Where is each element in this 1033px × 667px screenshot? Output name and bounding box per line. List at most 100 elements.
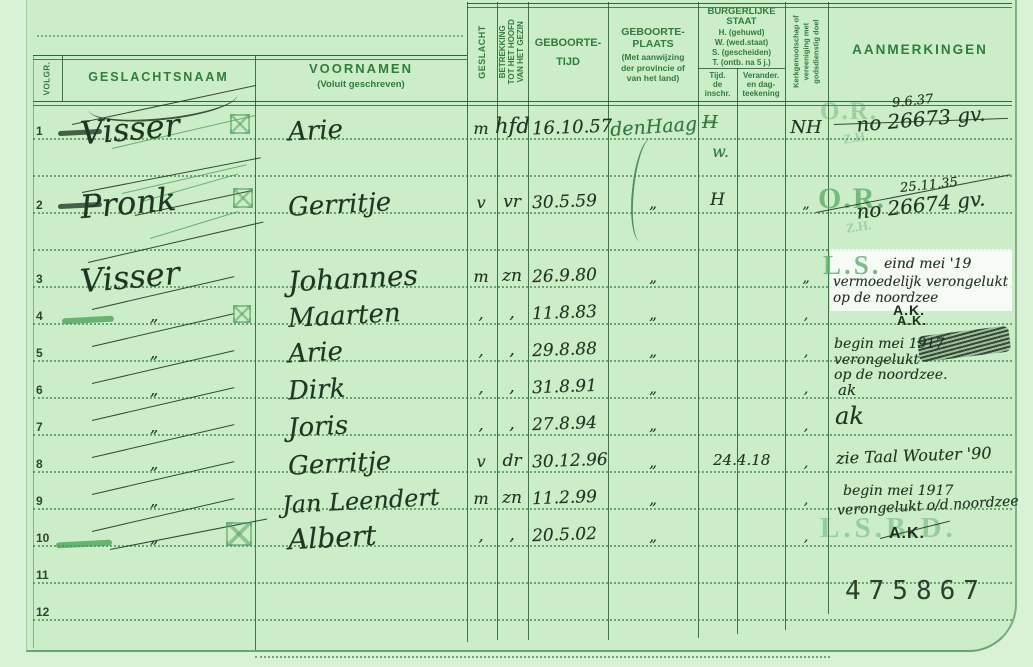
row-number: 9	[36, 494, 43, 508]
cell-betrekking: ,	[509, 340, 515, 360]
table-row: 5 „ Arie , , 29.8.88 „ ,	[0, 324, 1013, 369]
grid-line	[528, 2, 529, 640]
cell-geslacht: m	[473, 119, 489, 138]
grid-line	[33, 212, 1012, 214]
ak-stamp: A.K.	[889, 525, 925, 542]
cell-geboorteplaats: „	[649, 416, 657, 434]
cell-geboorteplaats: „	[649, 194, 657, 212]
cell-voornamen: Gerritje	[287, 186, 392, 223]
col-header-volgnr: VOLGR.	[42, 61, 52, 96]
cell-geslachtsnaam: „	[150, 491, 159, 510]
grid-line	[33, 55, 467, 60]
cell-betrekking: hfd	[495, 114, 530, 138]
cell-geslacht: v	[476, 452, 486, 471]
grid-line	[33, 508, 1012, 510]
cell-kerkgenootschap: ,	[803, 344, 809, 360]
cell-geboortetijd: 30.12.96	[531, 449, 609, 473]
cell-betrekking: ,	[509, 525, 515, 545]
table-row: 1 Visser Arie m hfd 16.10.57 denHaag NH	[0, 102, 1013, 153]
col-header-voornamen: VOORNAMEN	[309, 61, 413, 76]
cell-geboortetijd: 27.8.94	[531, 412, 598, 436]
cell-geslacht: ,	[478, 415, 484, 434]
cell-geboorteplaats: „	[649, 342, 657, 360]
row-number: 3	[36, 272, 43, 286]
table-row: 9 „ Jan Leendert m zn 11.2.99 „ ,	[0, 472, 1013, 519]
cell-kerkgenootschap: ,	[803, 492, 809, 508]
col-header-tijd-inschrijving: Tijd. de inschr.	[704, 71, 731, 99]
col-header-betrekking: BETREKKING TOT HET HOOFD VAN HET GEZIN	[498, 19, 526, 85]
cell-betrekking: vr	[503, 192, 521, 212]
remark-line: op de noordzee.	[834, 367, 948, 383]
remark-line: vermoedelijk verongelukt	[833, 274, 1009, 290]
cell-geslachtsnaam: „	[150, 343, 159, 362]
card-border	[26, 0, 1017, 652]
col-header-burgerlijke-staat-legend: H. (gehuwd) W. (wed.staat) S. (gescheide…	[711, 28, 772, 67]
correction-highlight	[830, 249, 1012, 311]
col-header-burgerlijke-staat: BURGERLIJKE STAAT	[707, 6, 776, 28]
cell-betrekking: ,	[509, 414, 515, 434]
grid-line	[698, 2, 699, 638]
cell-geslachtsnaam: „	[150, 454, 159, 473]
grid-line	[33, 175, 1012, 177]
col-header-geboorteplaats: GEBOORTE- PLAATS	[621, 26, 685, 51]
lsbd-stamp: L.S.B.D.	[820, 512, 957, 544]
grid-line	[33, 545, 1012, 547]
cell-geboorteplaats: „	[649, 490, 657, 508]
col-header-aanmerkingen: AANMERKINGEN	[852, 42, 988, 57]
grid-line	[33, 323, 1012, 325]
table-row: 4 „ Maarten , , 11.8.83 „ ,	[0, 287, 1013, 334]
grid-line	[608, 2, 609, 640]
grid-line	[255, 55, 256, 650]
row-number: 4	[36, 309, 43, 323]
table-row: 3 Visser Johannes m zn 26.9.80 „ „	[0, 250, 1013, 301]
cell-geboorteplaats: denHaag	[609, 112, 698, 141]
remark-line: ak	[838, 381, 857, 399]
grid-line	[467, 3, 1012, 8]
grid-line	[33, 286, 1012, 288]
cell-geslacht: v	[476, 193, 486, 212]
stamp-square-icon	[230, 114, 250, 134]
cell-kerkgenootschap: „	[802, 196, 810, 212]
cell-geboortetijd: 16.10.57	[531, 115, 613, 140]
grid-line	[255, 656, 830, 658]
cell-geslacht: ,	[478, 378, 484, 397]
col-header-geboorteplaats-sub: (Met aanwijzing der provincie of van het…	[621, 52, 685, 84]
cell-geslachtsnaam: „	[150, 528, 159, 547]
row-number: 5	[36, 346, 43, 360]
row-number: 12	[36, 605, 50, 619]
grid-line	[33, 101, 1012, 106]
cell-geboortetijd: 11.8.83	[531, 301, 598, 325]
table-row: 8 „ Gerritje v dr 30.12.96 „ ,	[0, 435, 1013, 481]
card-serial-number: 475867	[845, 576, 987, 606]
remark-line: op de noordzee	[833, 290, 939, 306]
grid-line	[785, 2, 786, 630]
cell-geboortetijd: 11.2.99	[531, 486, 598, 510]
row-number: 8	[36, 457, 43, 471]
cell-kerkgenootschap: ,	[803, 418, 809, 434]
cell-geboortetijd: 31.8.91	[531, 375, 598, 399]
cell-geslacht: m	[473, 489, 489, 508]
remark-line: begin mei 1917	[834, 336, 945, 352]
col-header-geslachtsnaam: GESLACHTSNAAM	[88, 70, 229, 84]
grid-line	[497, 2, 498, 640]
stamp-square-icon	[226, 522, 252, 546]
cell-geboortetijd: 29.8.88	[531, 338, 598, 362]
grid-line	[33, 249, 1012, 251]
cell-geslacht: m	[473, 267, 489, 286]
table-row: 2 Pronk Gerritje v vr 30.5.59 „ „	[0, 176, 1013, 226]
col-header-geboortetijd: GEBOORTE- TIJD	[534, 37, 602, 68]
table-row: 7 „ Joris , , 27.8.94 „ ,	[0, 398, 1013, 443]
row-number: 6	[36, 383, 43, 397]
cell-kerkgenootschap: „	[802, 270, 810, 286]
grid-line	[33, 582, 1012, 584]
civil-status-h-struck: H	[702, 112, 718, 133]
grid-line	[33, 434, 1012, 436]
civil-status-w: w.	[712, 142, 729, 161]
row-number: 7	[36, 420, 43, 434]
cell-kerkgenootschap: ,	[803, 529, 809, 545]
cell-geslachtsnaam: „	[150, 417, 159, 436]
col-header-kerkgenootschap: Kerkgenootschap of vereeniging met godsd…	[791, 15, 820, 88]
cell-geslacht: ,	[478, 304, 484, 323]
cell-betrekking: dr	[502, 451, 522, 471]
cell-kerkgenootschap: NH	[790, 117, 822, 138]
